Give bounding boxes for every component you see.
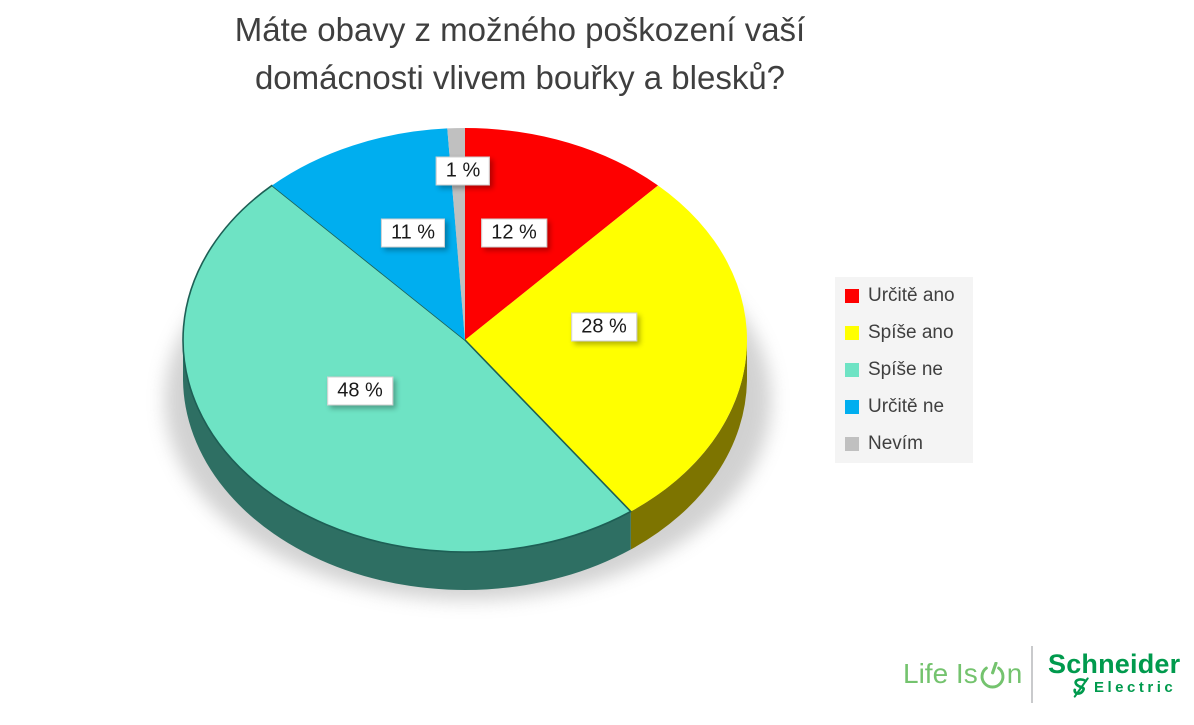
legend-item: Určitě ne (845, 389, 973, 426)
legend-swatch (845, 363, 859, 377)
pie-data-label-Určitě ne: 11 % (380, 218, 446, 248)
chart-title: Máte obavy z možného poškození vaší domá… (0, 6, 1040, 102)
pie-slice-Spíše ne (182, 184, 632, 553)
legend-swatch (845, 400, 859, 414)
legend-swatch (845, 437, 859, 451)
pie-data-label-Určitě ano: 12 % (481, 218, 547, 248)
power-icon (980, 661, 1005, 688)
chart-title-line1: Máte obavy z možného poškození vaší (234, 11, 806, 48)
chart-legend: Určitě ano Spíše ano Spíše ne Určitě ne Neví… (835, 277, 973, 463)
pie-data-label-Nevím: 1 % (435, 156, 491, 186)
legend-items: Určitě ano Spíše ano Spíše ne Určitě ne Neví… (835, 278, 973, 463)
pie-data-label-Spíše ano: 28 % (571, 312, 637, 342)
electric-wordmark: Electric (1094, 679, 1177, 696)
legend-item: Určitě ano (845, 278, 973, 315)
legend-item: Nevím (845, 426, 973, 463)
pie-slice-Spíše ano (465, 185, 747, 512)
schneider-emblem-icon (1073, 677, 1089, 698)
legend-swatch (845, 289, 859, 303)
chart-title-line2: domácnosti vlivem bouřky a blesků? (254, 59, 786, 96)
pie-side-Spíše ano (630, 340, 747, 550)
legend-label: Spíše ne (868, 359, 943, 380)
legend-label: Určitě ne (868, 396, 945, 417)
pie-slice-Určitě ano (465, 128, 659, 340)
legend-item: Spíše ano (845, 315, 973, 352)
pie-data-label-Spíše ne: 48 % (327, 376, 393, 406)
schneider-wordmark: Schneider (1048, 649, 1181, 679)
legend-label: Spíše ano (868, 322, 954, 343)
legend-label: Nevím (868, 433, 923, 454)
logo-divider (1031, 646, 1033, 703)
legend-swatch (845, 326, 859, 340)
life-is-on-text: Life Is (903, 658, 978, 689)
legend-item: Spíše ne (845, 352, 973, 389)
legend-label: Určitě ano (868, 285, 955, 306)
schneider-electric-logo: Schneider Electric (1048, 649, 1180, 698)
schneider-electric-row: Electric (1070, 677, 1180, 698)
life-is-on-text-suffix: n (1006, 658, 1023, 689)
pie-slice-Určitě ne (271, 128, 465, 340)
pie-side-Spíše ne (183, 340, 631, 591)
life-is-on-logo: Life Is n (903, 658, 1022, 690)
